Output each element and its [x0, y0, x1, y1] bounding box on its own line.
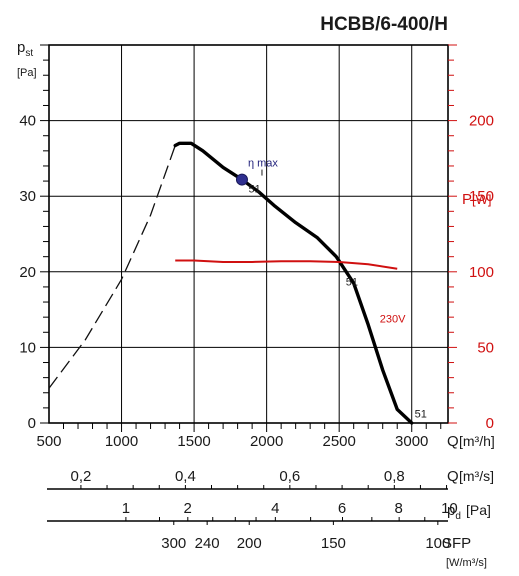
pressure-curve-label: 51: [346, 276, 358, 288]
q-m3s-label: Q: [447, 468, 459, 485]
power-tick-label: 50: [477, 339, 494, 356]
y-tick-label: 40: [19, 113, 36, 130]
pd-tick-label: 6: [338, 500, 346, 517]
pd-tick-label: 8: [394, 500, 402, 517]
x-tick-label: 500: [36, 433, 61, 450]
q-m3s-tick-label: 0,8: [384, 468, 405, 485]
sfp-tick-label: 240: [195, 535, 220, 552]
x-axis-unit: [m³/h]: [459, 433, 495, 449]
pd-tick-label: 10: [441, 500, 458, 517]
y-tick-label: 20: [19, 264, 36, 281]
pd-tick-label: 2: [184, 500, 192, 517]
y-tick-label: 30: [19, 188, 36, 205]
sfp-tick-label: 300: [161, 535, 186, 552]
power-curve: [175, 259, 398, 270]
sfp-tick-label: 200: [237, 535, 262, 552]
power-axis-label: P[W]: [462, 191, 492, 208]
pressure-curve-label: 51: [249, 183, 261, 195]
power-tick-label: 0: [486, 415, 494, 432]
sfp-tick-label: 150: [321, 535, 346, 552]
q-m3s-tick-label: 0,2: [70, 468, 91, 485]
x-tick-label: 1500: [177, 433, 210, 450]
y-tick-label: 10: [19, 339, 36, 356]
pressure-curve-dashed: [48, 145, 176, 389]
x-tick-label: 3000: [395, 433, 428, 450]
x-tick-label: 2000: [250, 433, 283, 450]
eta-max-marker: [235, 173, 248, 186]
y-axis-label: pst: [17, 39, 33, 59]
pd-label: pd: [447, 502, 461, 522]
y-axis-unit: [Pa]: [17, 67, 37, 79]
power-tick-label: 100: [469, 264, 494, 281]
power-curve-label: 230V: [380, 313, 406, 325]
pressure-curve: [173, 141, 414, 425]
pd-unit: [Pa]: [466, 502, 491, 518]
q-m3s-tick-label: 0,6: [279, 468, 300, 485]
sfp-label: SFP: [442, 535, 471, 552]
x-tick-label: 2500: [322, 433, 355, 450]
plot-frame: [48, 44, 449, 424]
sfp-unit: [W/m³/s]: [446, 557, 487, 569]
pressure-curve-label: 51: [415, 409, 427, 421]
q-m3s-unit: [m³/s]: [459, 468, 494, 484]
power-tick-label: 200: [469, 113, 494, 130]
pd-tick-label: 1: [122, 500, 130, 517]
x-axis-label: Q: [447, 433, 459, 450]
eta-max-label: η max: [248, 158, 278, 170]
y-tick-label: 0: [28, 415, 36, 432]
sfp-tick-label: 100: [425, 535, 450, 552]
power-tick-label: 150: [469, 188, 494, 205]
chart-title: HCBB/6-400/H: [320, 14, 448, 35]
q-m3s-tick-label: 0,4: [175, 468, 196, 485]
pd-tick-label: 4: [271, 500, 279, 517]
x-tick-label: 1000: [105, 433, 138, 450]
